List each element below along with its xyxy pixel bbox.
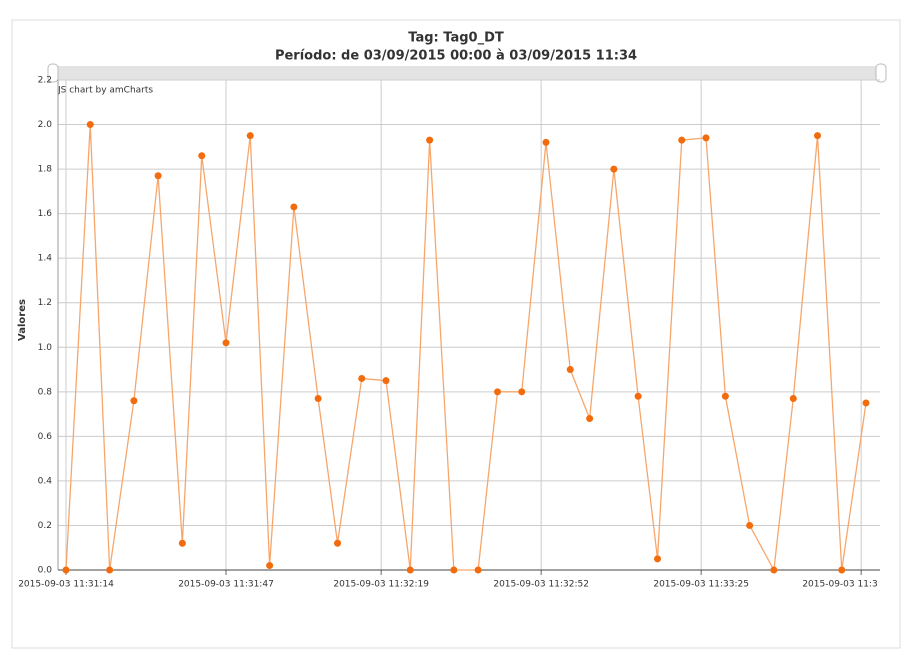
y-tick-label: 1.0 bbox=[38, 343, 53, 353]
data-point bbox=[474, 566, 482, 574]
data-point bbox=[406, 566, 414, 574]
data-point bbox=[566, 366, 574, 374]
y-tick-label: 0.4 bbox=[38, 476, 53, 486]
data-point bbox=[130, 397, 138, 405]
x-tick-label: 2015-09-03 11:32:19 bbox=[333, 580, 429, 590]
credit: JS chart by amCharts bbox=[57, 86, 153, 96]
chart-frame bbox=[11, 19, 901, 649]
chart-title: Tag: Tag0_DT bbox=[408, 31, 504, 46]
data-point bbox=[542, 138, 550, 146]
data-point bbox=[634, 392, 642, 400]
data-point bbox=[721, 392, 729, 400]
data-point bbox=[746, 521, 754, 529]
y-tick-label: 0.0 bbox=[38, 566, 53, 576]
series-line bbox=[65, 124, 867, 573]
data-point bbox=[426, 136, 434, 144]
x-tick-label: 2015-09-03 11:32:52 bbox=[493, 580, 589, 590]
y-tick-label: 1.8 bbox=[38, 165, 53, 175]
y-tick-label: 0.2 bbox=[38, 521, 52, 531]
scrollbar-handle[interactable] bbox=[47, 63, 59, 83]
y-tick-label: 2.2 bbox=[38, 76, 52, 86]
y-tick-label: 1.4 bbox=[38, 254, 53, 264]
x-tick-label: 2015-09-03 11:33:25 bbox=[653, 580, 749, 590]
data-point bbox=[586, 415, 594, 423]
data-point bbox=[770, 566, 778, 574]
data-point bbox=[862, 399, 870, 407]
data-point bbox=[198, 152, 206, 160]
data-point bbox=[814, 132, 822, 140]
data-point bbox=[678, 136, 686, 144]
y-tick-label: 2.0 bbox=[38, 120, 53, 130]
scrollbar[interactable] bbox=[55, 66, 880, 80]
chart-subtitle: Período: de 03/09/2015 00:00 à 03/09/201… bbox=[275, 49, 637, 64]
data-point bbox=[610, 165, 618, 173]
data-point bbox=[106, 566, 114, 574]
data-point bbox=[382, 377, 390, 385]
data-point bbox=[702, 134, 710, 142]
data-point bbox=[290, 203, 298, 211]
data-point bbox=[154, 172, 162, 180]
data-point bbox=[246, 132, 254, 140]
x-tick-label: 2015-09-03 11:31:14 bbox=[18, 580, 114, 590]
data-point bbox=[86, 121, 94, 129]
y-axis-label: Valores bbox=[17, 299, 28, 341]
data-point bbox=[62, 566, 70, 574]
data-point bbox=[358, 374, 366, 382]
x-tick-label: 2015-09-03 11:31:47 bbox=[178, 580, 274, 590]
data-point bbox=[178, 539, 186, 547]
data-point bbox=[494, 388, 502, 396]
y-tick-label: 1.6 bbox=[38, 209, 53, 219]
scrollbar-handle[interactable] bbox=[875, 63, 887, 83]
y-tick-label: 1.2 bbox=[38, 298, 52, 308]
data-point bbox=[450, 566, 458, 574]
data-point bbox=[838, 566, 846, 574]
data-point bbox=[222, 339, 230, 347]
data-point bbox=[334, 539, 342, 547]
y-tick-label: 0.8 bbox=[38, 387, 53, 397]
data-point bbox=[654, 555, 662, 563]
y-tick-label: 0.6 bbox=[38, 432, 53, 442]
x-tick-label: 2015-09-03 11:3 bbox=[802, 580, 877, 590]
data-point bbox=[266, 562, 274, 570]
data-point bbox=[314, 395, 322, 402]
data-point bbox=[789, 395, 797, 402]
data-point bbox=[518, 388, 526, 396]
